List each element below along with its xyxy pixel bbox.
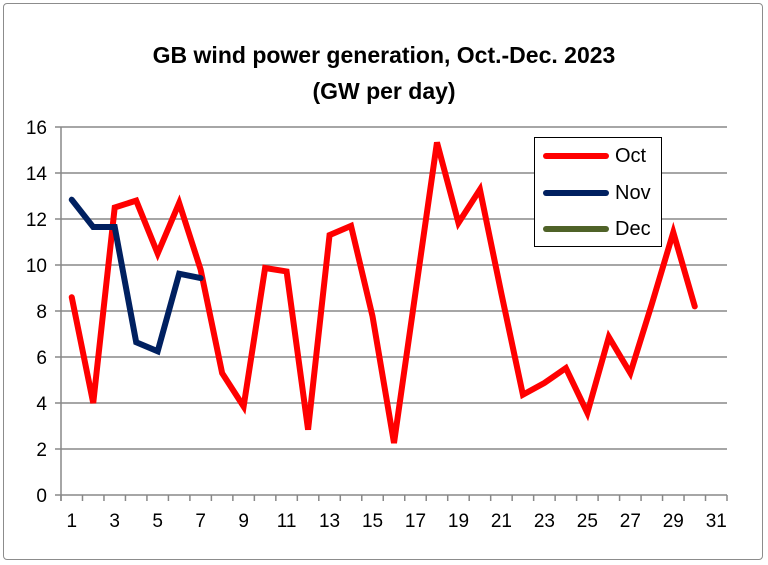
chart-title: GB wind power generation, Oct.-Dec. 2023 — [152, 42, 616, 68]
chart-subtitle: (GW per day) — [312, 78, 456, 104]
x-tick-label: 5 — [152, 511, 163, 532]
x-tick-label: 7 — [195, 511, 206, 532]
legend-swatch-nov — [543, 190, 609, 196]
x-tick-label: 11 — [277, 511, 297, 532]
y-tick-label: 12 — [26, 210, 47, 231]
x-tick-label: 21 — [491, 511, 512, 532]
x-tick-label: 27 — [620, 511, 641, 532]
x-tick-label: 23 — [534, 511, 555, 532]
x-tick-label: 3 — [109, 511, 120, 532]
x-tick-label: 25 — [577, 511, 598, 532]
legend-swatch-oct — [543, 153, 609, 159]
x-tick-label: 1 — [66, 511, 77, 532]
x-tick-label: 13 — [319, 511, 340, 532]
series-line-nov — [68, 196, 204, 356]
y-tick-label: 4 — [36, 394, 47, 415]
legend-swatch-dec — [543, 226, 609, 232]
x-tick-label: 9 — [238, 511, 249, 532]
x-tick-label: 15 — [362, 511, 383, 532]
legend: Oct Nov Dec — [534, 137, 662, 247]
legend-item-oct: Oct — [535, 141, 646, 171]
legend-label-oct: Oct — [615, 144, 647, 167]
x-tick-label: 31 — [706, 511, 727, 532]
x-tick-label: 19 — [448, 511, 469, 532]
series-line-oct — [68, 141, 698, 444]
x-tick-label: 17 — [405, 511, 426, 532]
y-tick-label: 0 — [36, 486, 47, 507]
y-tick-label: 14 — [26, 164, 48, 185]
chart-frame — [3, 3, 763, 560]
legend-label-dec: Dec — [615, 217, 651, 240]
legend-item-dec: Dec — [535, 214, 651, 244]
legend-item-nov: Nov — [535, 178, 651, 208]
y-tick-label: 16 — [26, 118, 47, 139]
y-tick-label: 6 — [36, 348, 47, 369]
y-tick-label: 2 — [36, 440, 47, 461]
x-tick-label: 29 — [663, 511, 684, 532]
legend-label-nov: Nov — [615, 181, 651, 204]
y-tick-label: 10 — [26, 256, 47, 277]
y-tick-label: 8 — [36, 302, 47, 323]
